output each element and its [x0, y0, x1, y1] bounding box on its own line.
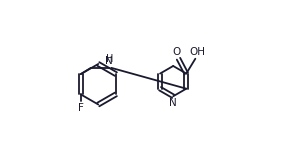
Text: N: N [105, 56, 113, 66]
Text: OH: OH [189, 47, 205, 57]
Text: N: N [169, 98, 177, 108]
Text: H: H [106, 54, 114, 64]
Text: O: O [173, 47, 181, 57]
Text: F: F [78, 103, 84, 113]
